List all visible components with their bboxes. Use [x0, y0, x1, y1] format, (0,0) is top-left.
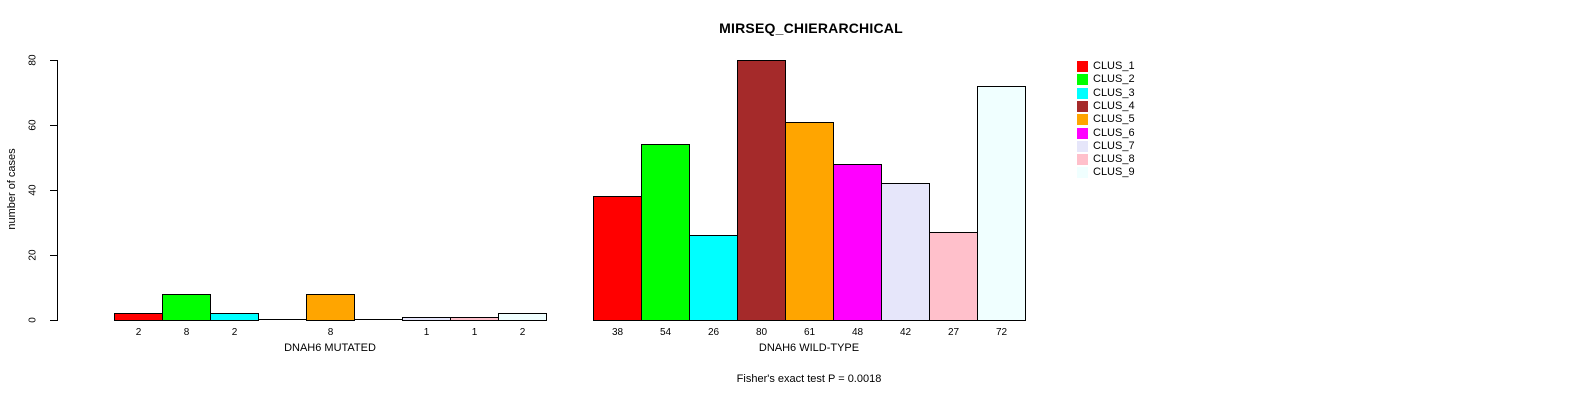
y-axis-line — [57, 60, 58, 321]
bar-mutated-clus_3 — [210, 313, 259, 321]
y-tick-mark — [50, 255, 57, 256]
y-axis-label: number of cases — [6, 148, 18, 230]
legend-swatch-clus_8 — [1077, 154, 1088, 166]
bar-value-label: 42 — [899, 327, 912, 338]
bar-value-label: 80 — [755, 327, 768, 338]
bar-value-label: 2 — [519, 327, 526, 338]
bar-wildtype-clus_8 — [929, 232, 978, 321]
bar-mutated-clus_4 — [258, 319, 307, 320]
bar-mutated-clus_8 — [450, 317, 499, 321]
bar-value-label: 8 — [327, 327, 334, 338]
bar-value-label: 48 — [851, 327, 864, 338]
bar-wildtype-clus_7 — [881, 183, 930, 321]
legend-swatch-clus_1 — [1077, 61, 1088, 72]
y-tick-label: 60 — [27, 119, 39, 131]
chart-title: MIRSEQ_CHIERARCHICAL — [719, 20, 903, 36]
bar-mutated-clus_7 — [402, 317, 451, 321]
x-axis-group-label-mutated: DNAH6 MUTATED — [284, 342, 376, 354]
annotation-fisher-test: Fisher's exact test P = 0.0018 — [736, 373, 882, 385]
legend-swatch-clus_7 — [1077, 140, 1088, 152]
bar-mutated-clus_9 — [498, 313, 547, 321]
y-tick-label: 20 — [27, 249, 39, 261]
y-tick-mark — [50, 60, 57, 61]
legend-swatch-clus_5 — [1077, 114, 1088, 126]
legend-label-clus_9: CLUS_9 — [1093, 166, 1135, 179]
legend-label-clus_1: CLUS_1 — [1093, 60, 1135, 72]
legend-swatch-clus_3 — [1077, 87, 1088, 99]
bar-mutated-clus_2 — [162, 294, 211, 321]
legend-label-clus_8: CLUS_8 — [1093, 153, 1135, 166]
bar-mutated-clus_5 — [306, 294, 355, 321]
legend-swatch-clus_6 — [1077, 127, 1088, 139]
legend-label-clus_3: CLUS_3 — [1093, 86, 1135, 99]
bar-mutated-clus_6 — [354, 319, 403, 320]
bar-wildtype-clus_5 — [785, 122, 834, 321]
legend-label-clus_4: CLUS_4 — [1093, 99, 1135, 112]
bar-value-label: 2 — [231, 327, 238, 338]
bar-value-label: 61 — [803, 327, 816, 338]
bar-value-label: 8 — [183, 327, 190, 338]
bar-wildtype-clus_4 — [737, 60, 786, 321]
legend-swatch-clus_4 — [1077, 100, 1088, 112]
legend-label-clus_5: CLUS_5 — [1093, 113, 1135, 126]
y-tick-mark — [50, 125, 57, 126]
bar-wildtype-clus_9 — [977, 86, 1026, 321]
bar-value-label: 1 — [423, 327, 430, 338]
y-tick-mark — [50, 320, 57, 321]
bar-mutated-clus_1 — [114, 313, 163, 321]
legend-swatch-clus_9 — [1077, 167, 1088, 179]
y-tick-label: 0 — [27, 317, 39, 323]
legend-label-clus_6: CLUS_6 — [1093, 126, 1135, 139]
bar-wildtype-clus_2 — [641, 144, 690, 321]
legend-swatch-clus_2 — [1077, 74, 1088, 86]
y-tick-label: 80 — [27, 54, 39, 66]
bar-wildtype-clus_6 — [833, 164, 882, 321]
bar-value-label: 2 — [135, 327, 142, 338]
legend-label-clus_2: CLUS_2 — [1093, 73, 1135, 86]
y-tick-label: 40 — [27, 184, 39, 196]
y-tick-mark — [50, 190, 57, 191]
bar-value-label: 26 — [707, 327, 720, 338]
bar-value-label: 54 — [659, 327, 672, 338]
bar-value-label: 72 — [995, 327, 1008, 338]
legend-label-clus_7: CLUS_7 — [1093, 139, 1135, 152]
bar-value-label: 1 — [471, 327, 478, 338]
bar-wildtype-clus_1 — [593, 196, 642, 321]
bar-wildtype-clus_3 — [689, 235, 738, 321]
bar-value-label: 38 — [611, 327, 624, 338]
x-axis-group-label-wildtype: DNAH6 WILD-TYPE — [758, 342, 860, 354]
bar-value-label: 27 — [947, 327, 960, 338]
